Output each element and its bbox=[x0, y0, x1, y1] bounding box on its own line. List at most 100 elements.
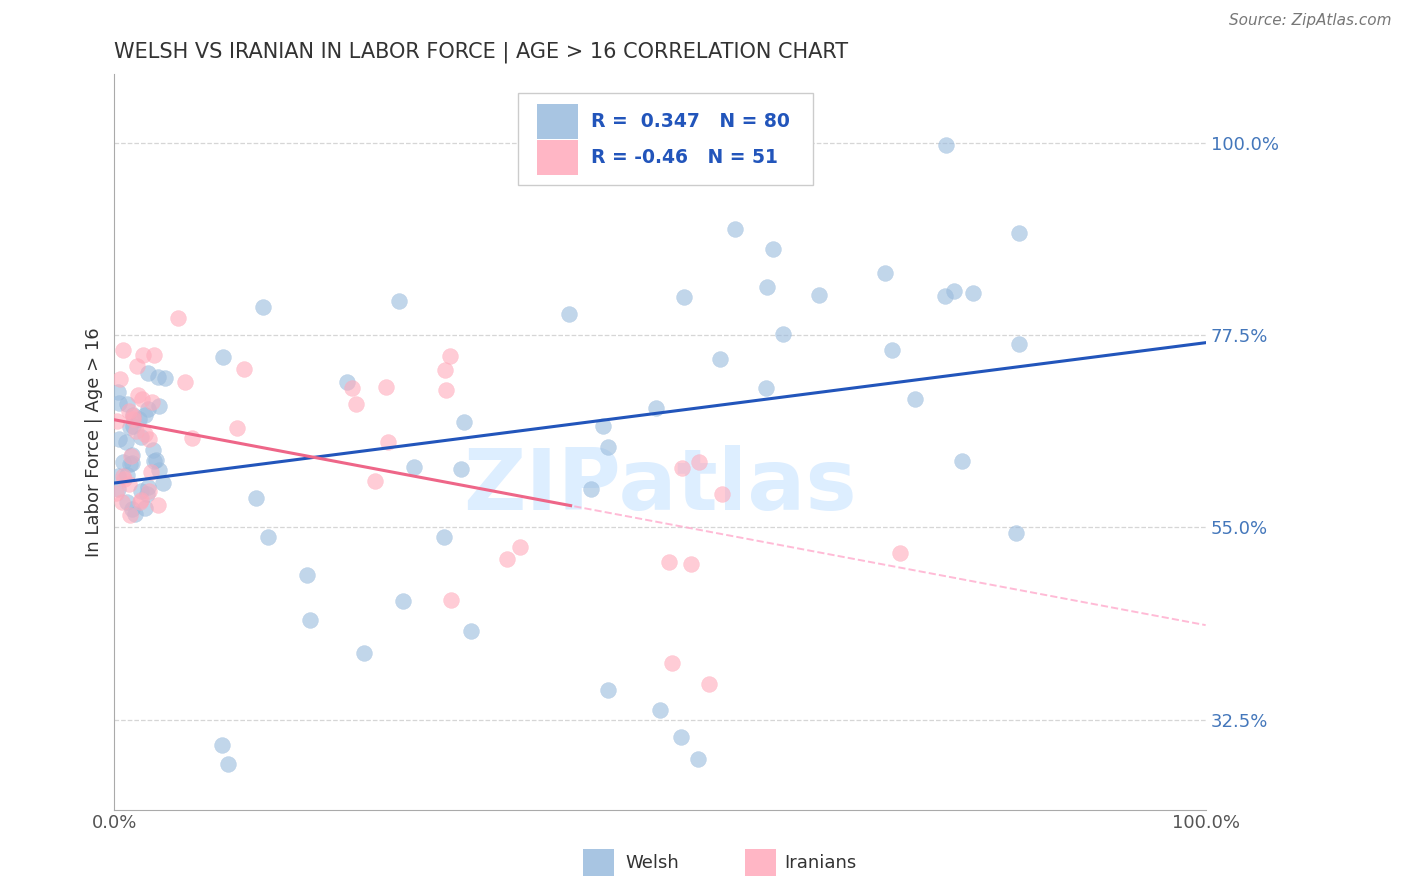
Point bbox=[110, 495, 132, 509]
Point bbox=[453, 416, 475, 430]
Point bbox=[344, 397, 367, 411]
Point bbox=[245, 491, 267, 505]
Point bbox=[108, 396, 131, 410]
Point bbox=[661, 656, 683, 670]
Point bbox=[122, 409, 145, 423]
Text: R = -0.46   N = 51: R = -0.46 N = 51 bbox=[592, 148, 778, 167]
Point bbox=[138, 432, 160, 446]
Point bbox=[558, 307, 581, 321]
Point bbox=[134, 427, 156, 442]
Point bbox=[145, 453, 167, 467]
Point bbox=[873, 266, 896, 280]
Point bbox=[772, 327, 794, 342]
Point bbox=[388, 294, 411, 309]
Point bbox=[136, 480, 159, 494]
Point bbox=[105, 486, 128, 500]
Point bbox=[212, 350, 235, 364]
Point bbox=[110, 371, 132, 385]
Point bbox=[153, 370, 176, 384]
Text: ZIPatlas: ZIPatlas bbox=[463, 444, 856, 527]
Point bbox=[128, 494, 150, 508]
Point bbox=[342, 381, 364, 395]
Point bbox=[596, 440, 619, 454]
FancyBboxPatch shape bbox=[519, 93, 813, 185]
Point bbox=[142, 348, 165, 362]
Point bbox=[148, 463, 170, 477]
Point bbox=[232, 361, 254, 376]
Point bbox=[709, 352, 731, 367]
Point bbox=[934, 289, 956, 303]
Point bbox=[125, 424, 148, 438]
Bar bbox=[537, 140, 578, 175]
Point bbox=[935, 138, 957, 153]
Point bbox=[509, 540, 531, 554]
Point bbox=[962, 286, 984, 301]
Point bbox=[648, 703, 671, 717]
Point bbox=[808, 287, 831, 301]
Point bbox=[108, 432, 131, 446]
Point bbox=[148, 399, 170, 413]
Point bbox=[671, 730, 693, 744]
Point bbox=[129, 483, 152, 498]
Point bbox=[404, 459, 426, 474]
Point bbox=[146, 499, 169, 513]
Point bbox=[135, 487, 157, 501]
Point bbox=[904, 392, 927, 406]
Point bbox=[125, 359, 148, 373]
Point bbox=[943, 285, 966, 299]
Point bbox=[353, 646, 375, 660]
Point bbox=[581, 483, 603, 497]
Point bbox=[598, 683, 620, 698]
Point bbox=[129, 492, 152, 507]
Point bbox=[105, 414, 128, 428]
Point bbox=[433, 530, 456, 544]
Point bbox=[252, 301, 274, 315]
Point bbox=[880, 343, 903, 358]
Point bbox=[120, 508, 142, 523]
Point bbox=[136, 367, 159, 381]
Point bbox=[139, 466, 162, 480]
Point bbox=[1008, 226, 1031, 240]
Point bbox=[141, 394, 163, 409]
Point bbox=[111, 455, 134, 469]
Point bbox=[128, 412, 150, 426]
Point bbox=[115, 434, 138, 449]
Point bbox=[121, 457, 143, 471]
Point bbox=[364, 474, 387, 488]
Point bbox=[134, 409, 156, 423]
Point bbox=[136, 402, 159, 417]
Point bbox=[688, 752, 710, 766]
Point bbox=[440, 592, 463, 607]
Point bbox=[375, 380, 398, 394]
Point bbox=[132, 348, 155, 362]
Point bbox=[134, 500, 156, 515]
Point bbox=[755, 279, 778, 293]
Point bbox=[121, 448, 143, 462]
Point bbox=[299, 613, 322, 627]
Point bbox=[645, 401, 668, 416]
Point bbox=[297, 567, 319, 582]
Point bbox=[167, 311, 190, 326]
Point bbox=[889, 546, 911, 560]
Point bbox=[115, 467, 138, 482]
Point bbox=[211, 739, 233, 753]
Point bbox=[112, 343, 135, 357]
Point bbox=[950, 454, 973, 468]
Point bbox=[122, 412, 145, 426]
Point bbox=[657, 555, 679, 569]
Point bbox=[131, 429, 153, 443]
Point bbox=[107, 469, 129, 483]
Point bbox=[592, 418, 614, 433]
Point bbox=[336, 375, 359, 389]
Point bbox=[671, 460, 693, 475]
Point bbox=[174, 376, 197, 390]
Point bbox=[377, 435, 399, 450]
Point bbox=[115, 495, 138, 509]
Point bbox=[688, 455, 710, 469]
Point bbox=[143, 453, 166, 467]
Point bbox=[148, 370, 170, 384]
Point bbox=[217, 756, 239, 771]
Point bbox=[257, 530, 280, 544]
Point bbox=[111, 468, 134, 483]
Point bbox=[460, 624, 482, 639]
